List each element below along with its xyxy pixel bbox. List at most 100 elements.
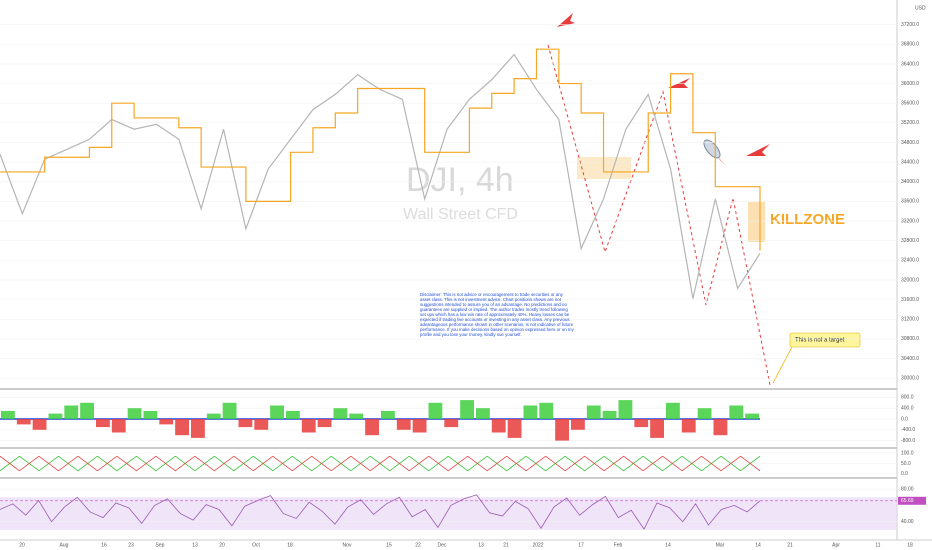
killzone-label: KILLZONE (770, 211, 845, 228)
histogram-bar (681, 419, 696, 433)
histogram-bar (713, 419, 728, 436)
histogram-bar (1, 410, 15, 419)
rsi-band (0, 497, 897, 530)
disclaimer-line: asset class. This is not investment advi… (420, 297, 562, 302)
histogram-bar (349, 413, 364, 419)
histogram-bar (428, 402, 443, 419)
histogram-bar (729, 405, 744, 419)
y-tick-label: 30800.0 (901, 336, 919, 342)
trend-drawings (547, 44, 771, 386)
histogram-bar (365, 419, 379, 436)
y-tick-label: 40.00 (901, 519, 914, 525)
x-tick-label: 20 (19, 542, 25, 548)
x-tick-label: 11 (875, 542, 880, 548)
histogram-bar (127, 408, 142, 419)
x-tick-label: 14 (665, 542, 671, 548)
y-tick-label: 33200.0 (901, 218, 919, 224)
histogram-bar (254, 419, 269, 430)
y-tick-label: 80.00 (901, 486, 914, 492)
histogram-bar (650, 419, 664, 438)
histogram-bar (396, 419, 411, 430)
x-tick-label: Nov (343, 542, 352, 548)
x-tick-label: 16 (101, 542, 107, 548)
y-tick-label: 32000.0 (901, 277, 919, 283)
y-tick-label: 400.0 (901, 406, 914, 412)
y-tick-label: -400.0 (901, 427, 915, 433)
last-value-tag (898, 496, 926, 505)
histogram-bar (143, 410, 158, 419)
x-tick-label: 20 (219, 542, 225, 548)
x-tick-label: 13 (478, 542, 484, 548)
histogram-bar (191, 419, 205, 438)
disclaimer-line: Disclaimer: This is not advice or encour… (420, 292, 564, 297)
series-line (0, 53, 761, 299)
x-tick-label: 2022 (532, 542, 543, 548)
y-tick-label: -800.0 (901, 438, 915, 444)
y-tick-label: 36000.0 (901, 81, 919, 87)
histogram-bar (16, 419, 31, 425)
histogram-bar (460, 400, 474, 419)
histogram-bar (48, 413, 63, 419)
disclaimer-line: set ups which has a low win rate of appr… (420, 312, 570, 317)
x-tick-label: 18 (287, 542, 293, 548)
x-tick-label: 21 (503, 542, 509, 548)
histogram-bar (444, 419, 459, 428)
y-tick-label: 33600.0 (901, 199, 919, 205)
histogram-bar (697, 408, 712, 419)
callout-pointer (772, 344, 794, 384)
x-tick-label: 22 (415, 542, 421, 548)
series-line (0, 48, 761, 251)
y-tick-label: 30400.0 (901, 356, 919, 362)
y-tick-label: 100.0 (901, 450, 914, 456)
y-tick-label: 34800.0 (901, 140, 919, 146)
histogram-bar (96, 419, 110, 428)
histogram-bar (301, 419, 316, 433)
histogram-bar (571, 419, 585, 430)
histogram-bar (634, 419, 649, 428)
histogram-bar (412, 419, 427, 433)
x-tick-label: Feb (614, 542, 623, 548)
y-tick-label: 800.0 (901, 395, 914, 401)
x-tick-label: 13 (192, 542, 198, 548)
y-tick-label: 50.0 (901, 461, 911, 467)
histogram-bar (159, 419, 174, 425)
x-tick-label: 21 (787, 542, 793, 548)
last-value-label: 65.69 (901, 498, 914, 504)
y-tick-label: 34000.0 (901, 179, 919, 185)
histogram-bar (111, 419, 126, 433)
x-tick-label: 17 (578, 542, 584, 548)
callout (789, 332, 861, 348)
x-tick-label: Apr (832, 542, 840, 548)
y-tick-label: 31600.0 (901, 297, 919, 303)
histogram-bar (270, 405, 284, 419)
histogram-bar (491, 419, 506, 433)
histogram-bar (222, 402, 237, 419)
disclaimer-line: advantageous performance shown in other … (420, 322, 574, 327)
x-tick-label: Mar (716, 542, 725, 548)
histogram-bar (523, 405, 538, 419)
x-tick-label: Oct (252, 542, 260, 548)
disclaimer-line: suggestions intended to assure you of an… (420, 302, 568, 307)
y-tick-label: 32400.0 (901, 258, 919, 264)
y-tick-label: 36400.0 (901, 61, 919, 67)
histogram-bar (666, 402, 680, 419)
x-tick-label: 14 (755, 542, 761, 548)
disclaimer-line: profile and you lose your money, kindly … (420, 332, 522, 337)
histogram-bar (555, 419, 569, 441)
histogram-bar (476, 408, 490, 419)
histogram-bar (32, 419, 47, 430)
y-tick-label: 0.0 (901, 416, 908, 422)
disclaimer-line: performance. If you make decisions based… (420, 327, 575, 332)
histogram-bar (539, 402, 554, 419)
killzone-box (748, 202, 765, 242)
series-line (0, 494, 761, 530)
callout-text: This is not a target (795, 338, 845, 344)
y-tick-label: 35200.0 (901, 120, 919, 126)
histogram-bar (317, 419, 332, 428)
x-tick-label: Sep (156, 542, 165, 548)
y-tick-label: 32800.0 (901, 238, 919, 244)
x-tick-label: 23 (128, 542, 134, 548)
histogram-bar (175, 419, 189, 436)
series-line (0, 455, 761, 472)
